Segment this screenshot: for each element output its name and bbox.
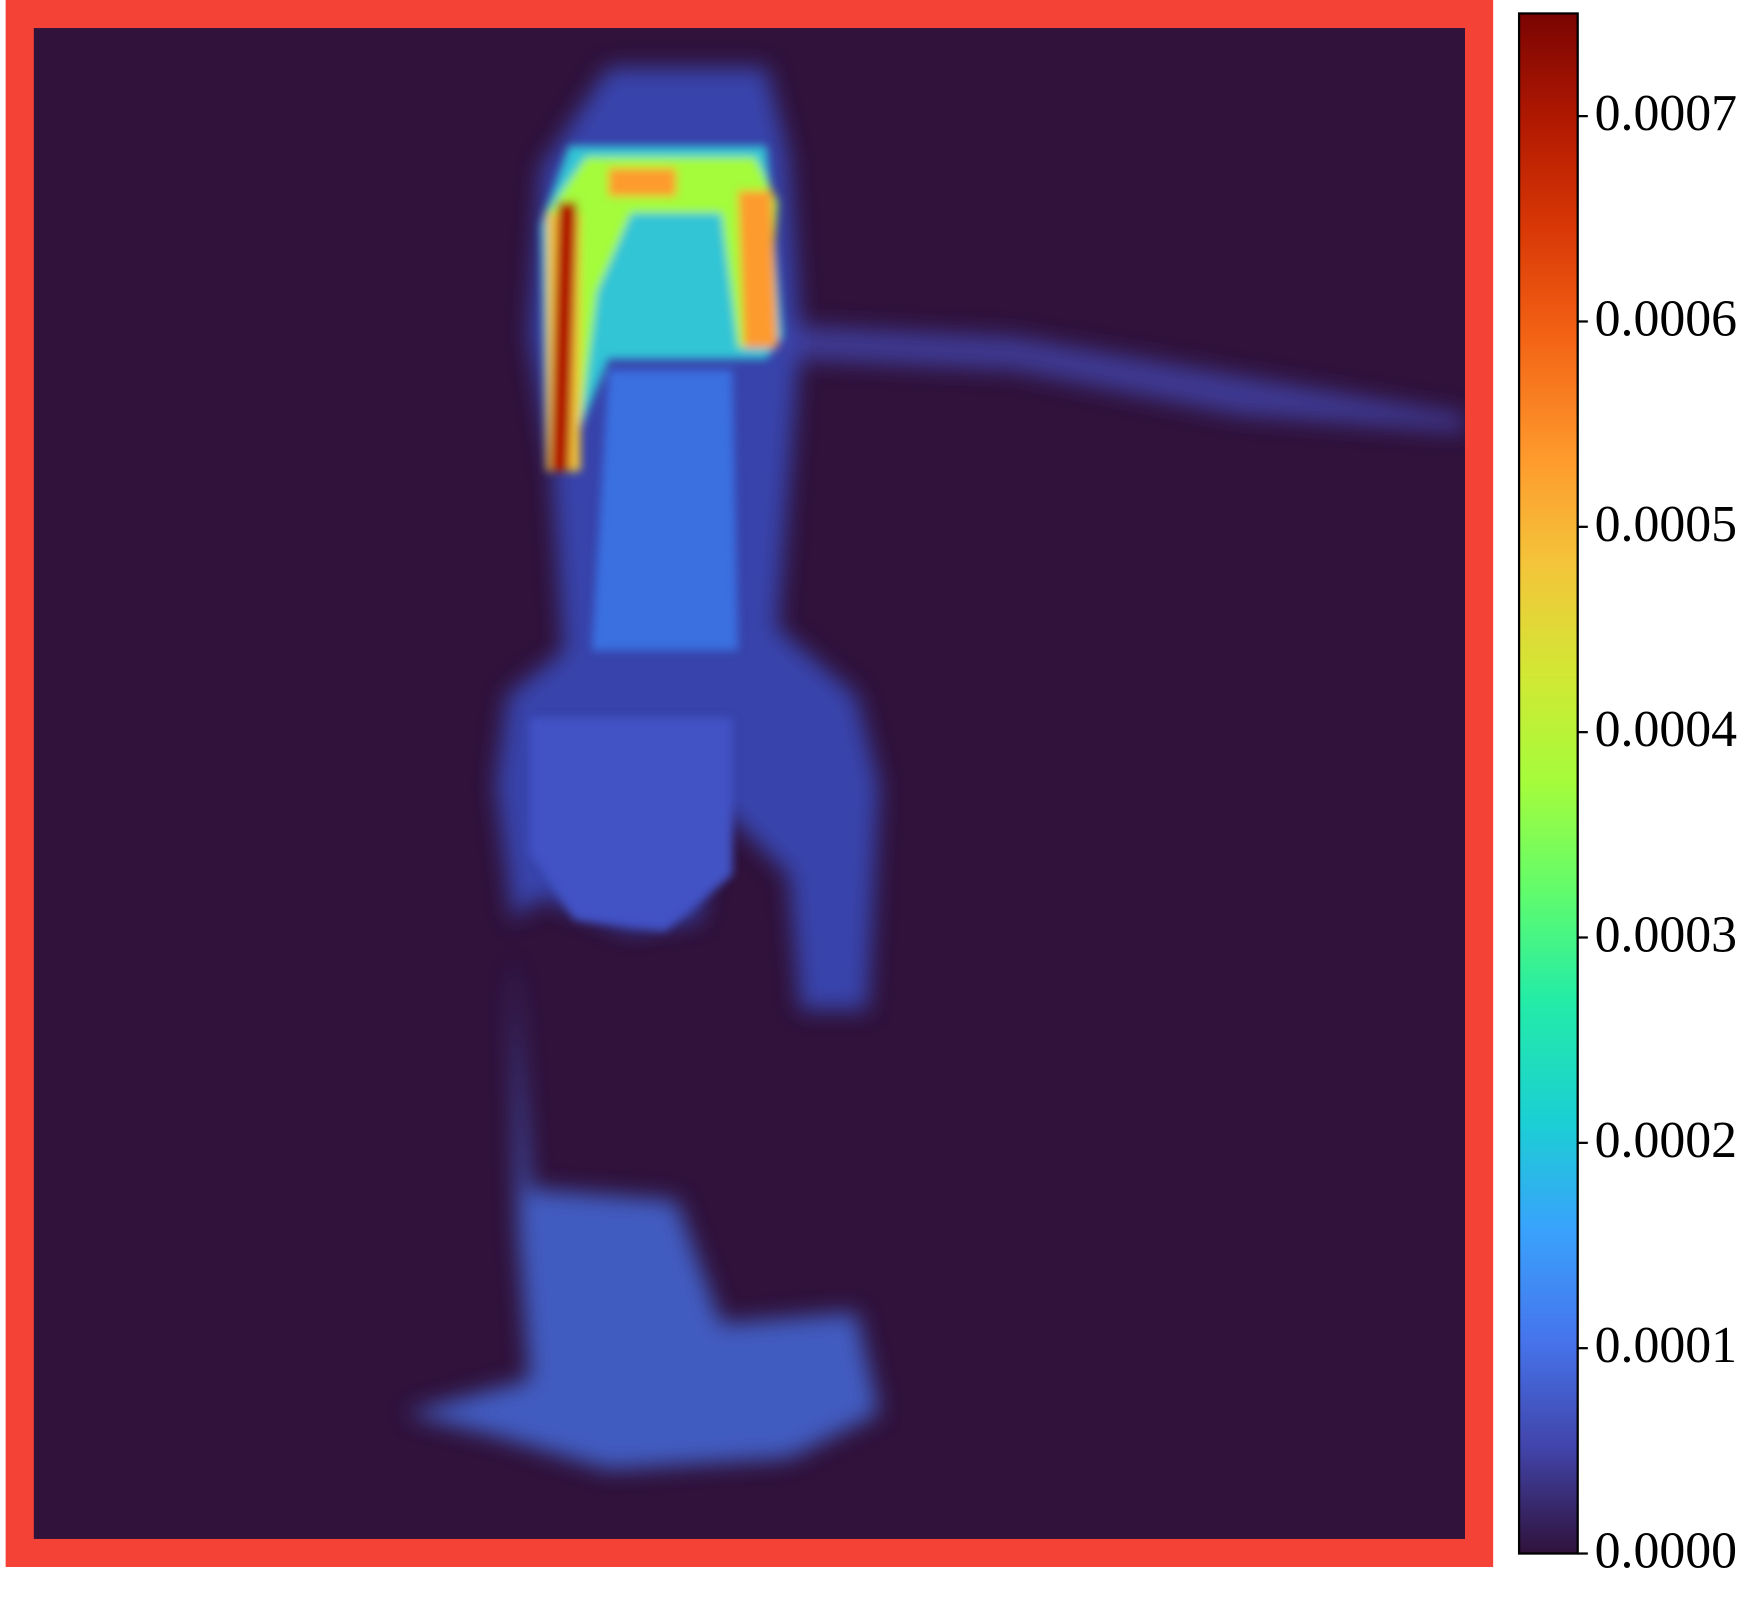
colorbar-tick-label: 0.0007	[1595, 85, 1738, 142]
heatmap-image	[405, 67, 1465, 1470]
colorbar	[1517, 12, 1579, 1555]
colorbar-tick-label: 0.0001	[1595, 1317, 1738, 1374]
colorbar-tick-label: 0.0002	[1595, 1112, 1738, 1169]
colorbar-tick-label: 0.0003	[1595, 907, 1738, 964]
colorbar-tick-label: 0.0004	[1595, 701, 1738, 758]
colorbar-tick-label: 0.0005	[1595, 496, 1738, 553]
colorbar-tick-label: 0.0006	[1595, 291, 1738, 348]
colorbar-tick-label: 0.0000	[1595, 1523, 1738, 1580]
